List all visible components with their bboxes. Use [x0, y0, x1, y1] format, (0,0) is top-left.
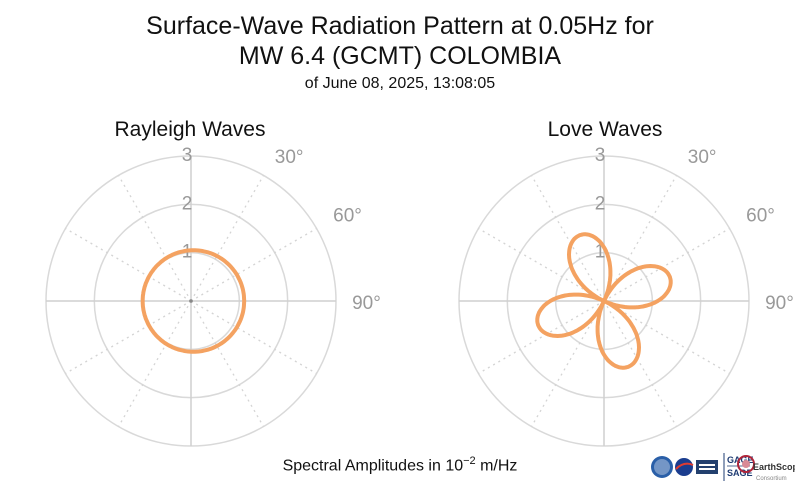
rayleigh-radiation-pattern-line	[140, 248, 247, 354]
rayleigh-angle-label: 60°	[333, 205, 362, 226]
earthscope-logo-icon	[737, 455, 755, 473]
love-angle-label: 90°	[765, 293, 794, 314]
footer-units-label: Spectral Amplitudes in 10−2 m/Hz	[282, 455, 518, 475]
rayleigh-grid-spoke	[190, 300, 265, 427]
rayleigh-grid-spoke	[190, 227, 317, 302]
sponsor-logos: GAGE SAGE EarthScope Consortium	[650, 449, 800, 489]
rayleigh-grid-spoke	[190, 300, 317, 375]
love-grid-spoke	[530, 175, 605, 302]
love-grid-spoke	[478, 227, 605, 302]
love-angle-label: 30°	[688, 147, 717, 168]
consortium-label: Consortium	[756, 476, 787, 482]
earthscope-label: EarthScope	[753, 462, 795, 472]
chart-title-line2: MW 6.4 (GCMT) COLOMBIA	[238, 42, 562, 70]
love-r-tick-label: 3	[595, 145, 606, 166]
rayleigh-grid-spoke	[117, 175, 192, 302]
rayleigh-panel-title: Rayleigh Waves	[114, 118, 266, 141]
love-angle-label: 60°	[746, 205, 775, 226]
sage-label: SAGE	[727, 468, 753, 478]
rayleigh-r-tick-label: 3	[182, 145, 193, 166]
usgs-logo-icon	[696, 460, 718, 474]
gage-label: GAGE	[727, 455, 754, 465]
love-radiation-pattern-line	[535, 232, 673, 370]
nsf-logo-icon	[651, 456, 673, 478]
rayleigh-grid-spoke	[65, 227, 192, 302]
love-grid-spoke	[530, 300, 605, 427]
love-panel-title: Love Waves	[547, 118, 663, 141]
love-grid-spoke	[478, 300, 605, 375]
chart-title-line1: Surface-Wave Radiation Pattern at 0.05Hz…	[146, 12, 654, 40]
rayleigh-angle-label: 90°	[352, 293, 381, 314]
love-grid-spoke	[603, 300, 730, 375]
love-grid-spoke	[603, 300, 678, 427]
love-grid-spoke	[603, 175, 678, 302]
chart-subtitle: of June 08, 2025, 13:08:05	[304, 75, 496, 92]
love-r-tick-label: 1	[595, 242, 606, 263]
rayleigh-center-dot	[189, 299, 193, 303]
logos-svg: GAGE SAGE EarthScope Consortium	[651, 453, 800, 482]
rayleigh-grid-spoke	[65, 300, 192, 375]
love-grid-spoke	[603, 227, 730, 302]
love-r-tick-label: 2	[595, 193, 606, 214]
rayleigh-grid-spoke	[117, 300, 192, 427]
rayleigh-grid-spoke	[190, 175, 265, 302]
nasa-logo-icon	[675, 458, 694, 476]
rayleigh-r-tick-label: 2	[182, 193, 193, 214]
rayleigh-angle-label: 30°	[275, 147, 304, 168]
